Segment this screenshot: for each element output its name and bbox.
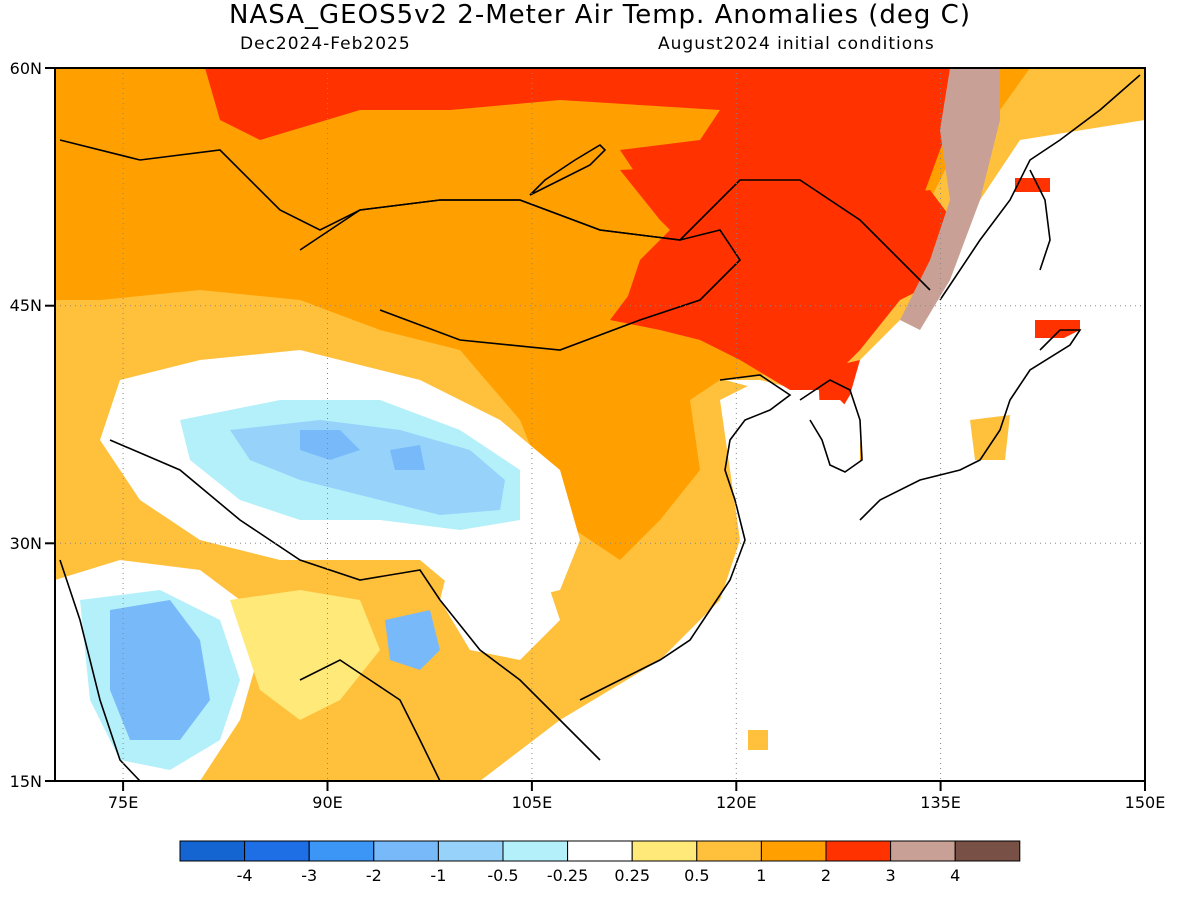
colorbar-swatch: [244, 840, 310, 862]
baikal-lake: [529, 143, 607, 196]
region-amur-extreme: [900, 68, 1000, 330]
colorbar-swatch: [437, 840, 504, 862]
region-japan-hot: [1035, 320, 1080, 338]
axis-ticks: [45, 67, 1146, 791]
colorbar-swatch: [631, 840, 698, 862]
colorbar-swatch: [308, 840, 375, 862]
region-burma-cool: [385, 610, 440, 670]
anomaly-field: [55, 68, 1145, 781]
colorbar-label: 3: [886, 866, 896, 885]
colorbar-swatch: [890, 840, 956, 862]
bangladesh-coast: [299, 659, 441, 781]
lon-labels: 75E 90E 105E 120E 135E 150E: [108, 793, 1165, 812]
colorbar-label: -4: [237, 866, 253, 885]
colorbar-label: -0.25: [547, 866, 588, 885]
gridlines: [55, 68, 1145, 781]
korea-coast: [799, 379, 863, 473]
region-sakhalin-hot: [1015, 178, 1050, 192]
region-burma-neutral: [440, 560, 560, 660]
colorbar-label: 0.25: [614, 866, 650, 885]
colorbar-label: 4: [950, 866, 960, 885]
colorbar-swatch: [502, 840, 569, 862]
lon-label: 105E: [512, 793, 553, 812]
region-taiwan-warm: [748, 730, 768, 750]
region-tibet-cooler: [230, 420, 505, 515]
lat-label: 60N: [10, 59, 42, 78]
region-japan-warm: [970, 415, 1010, 460]
colorbar-label: -2: [366, 866, 382, 885]
russia-border: [59, 139, 931, 291]
colorbar-swatch: [696, 840, 762, 862]
lat-label: 30N: [10, 534, 42, 553]
initial-conditions: August2024 initial conditions: [658, 34, 935, 54]
lat-label: 45N: [10, 296, 42, 315]
sakhalin-coast: [1029, 169, 1051, 271]
region-tibet-coolest-2: [390, 445, 425, 470]
map-title: NASA_GEOS5v2 2-Meter Air Temp. Anomalies…: [229, 0, 971, 30]
lon-label: 90E: [312, 793, 342, 812]
lon-label: 75E: [108, 793, 138, 812]
lon-label: 120E: [716, 793, 757, 812]
colorbar: -4 -3 -2 -1 -0.5 -0.25 0.25 0.5 1 2 3 4: [179, 840, 1021, 885]
india-coast: [59, 559, 141, 781]
colorbar-swatch: [373, 840, 439, 862]
colorbar-label: -1: [430, 866, 446, 885]
region-manchuria-hot: [610, 160, 960, 390]
region-tibet-coolest: [300, 430, 360, 460]
lon-label: 135E: [920, 793, 961, 812]
indochina-border: [439, 599, 601, 761]
colorbar-label: 2: [821, 866, 831, 885]
coastlines: [59, 74, 1141, 781]
japan-coast: [859, 329, 1082, 521]
colorbar-label: 1: [756, 866, 766, 885]
himalaya-border: [109, 439, 441, 601]
colorbar-label: 0.5: [684, 866, 709, 885]
colorbar-swatch: [954, 840, 1021, 862]
colorbar-label: -0.5: [487, 866, 518, 885]
lat-labels: 60N 45N 30N 15N: [10, 59, 42, 791]
region-india-cooler: [110, 600, 210, 740]
region-ocean-mask: [620, 300, 1145, 781]
colorbar-swatch: [825, 840, 892, 862]
russia-coast: [939, 74, 1141, 301]
china-coast: [579, 374, 792, 701]
colorbar-swatch: [567, 840, 633, 862]
colorbar-label: -3: [301, 866, 317, 885]
colorbar-swatch: [760, 840, 827, 862]
lon-label: 150E: [1125, 793, 1166, 812]
region-southchina-yellow: [230, 590, 380, 720]
map-frame: [54, 67, 1146, 782]
colorbar-swatch: [179, 840, 246, 862]
forecast-period: Dec2024-Feb2025: [240, 34, 411, 54]
lat-label: 15N: [10, 772, 42, 791]
